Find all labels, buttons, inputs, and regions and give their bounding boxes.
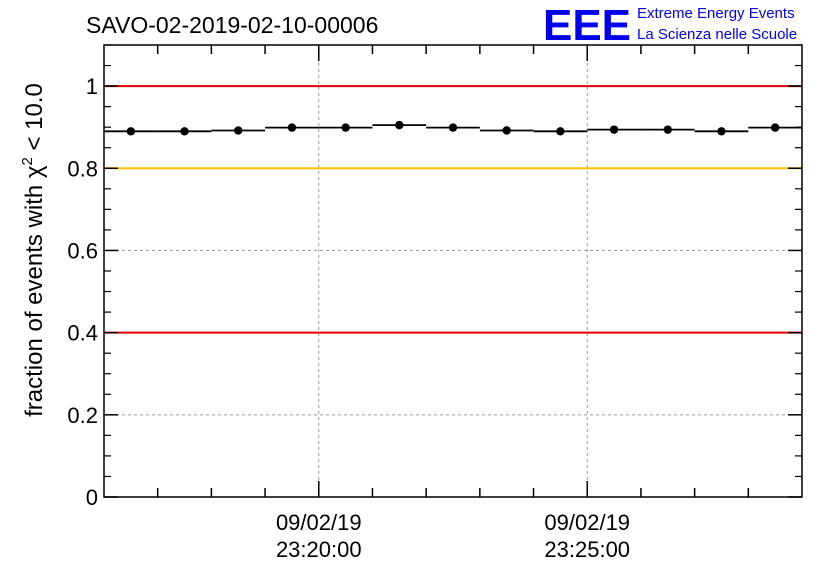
data-point [126,127,136,136]
eee-logo: EEE Extreme Energy Events La Scienza nel… [543,1,797,50]
data-point [448,123,458,132]
y-tick-label: 1 [86,74,98,99]
y-axis-label-prefix: fraction of events with [21,178,48,417]
chart-title: SAVO-02-2019-02-10-00006 [86,12,378,38]
data-point [502,126,511,135]
y-tick-label: 0 [86,485,98,510]
grid-lines [104,45,802,497]
y-tick-label: 0.6 [67,238,98,263]
x-tick-time: 23:25:00 [544,537,630,562]
data-series [104,120,802,136]
data-point [663,125,672,134]
data-point [180,127,189,136]
x-tick-date: 09/02/19 [276,510,362,535]
y-axis-label: fraction of events with χ2 < 10.0 [19,83,48,417]
x-tick-time: 23:20:00 [276,537,362,562]
axis-ticks: 00.20.40.60.8109/02/1923:20:0009/02/1923… [67,44,802,562]
reference-lines [104,85,802,334]
y-axis-label-suffix: < 10.0 [21,83,48,157]
data-point [717,127,726,136]
y-tick-label: 0.4 [67,321,98,346]
data-point [609,125,619,134]
data-point [341,123,350,132]
y-tick-label: 0.2 [67,403,98,428]
plot-frame [103,44,803,498]
y-tick-label: 0.8 [67,156,98,181]
eee-logo-line1: Extreme Energy Events [637,5,795,22]
eee-logo-line2: La Scienza nelle Scuole [637,26,797,43]
x-tick-date: 09/02/19 [544,510,630,535]
data-point [287,123,297,132]
data-point [234,126,243,135]
data-point [770,123,780,132]
eee-logo-letters: EEE [543,1,631,50]
y-axis-label-sup: 2 [19,157,36,165]
data-point [395,120,404,130]
data-point [556,127,565,136]
y-axis-label-chi: χ [21,165,48,178]
